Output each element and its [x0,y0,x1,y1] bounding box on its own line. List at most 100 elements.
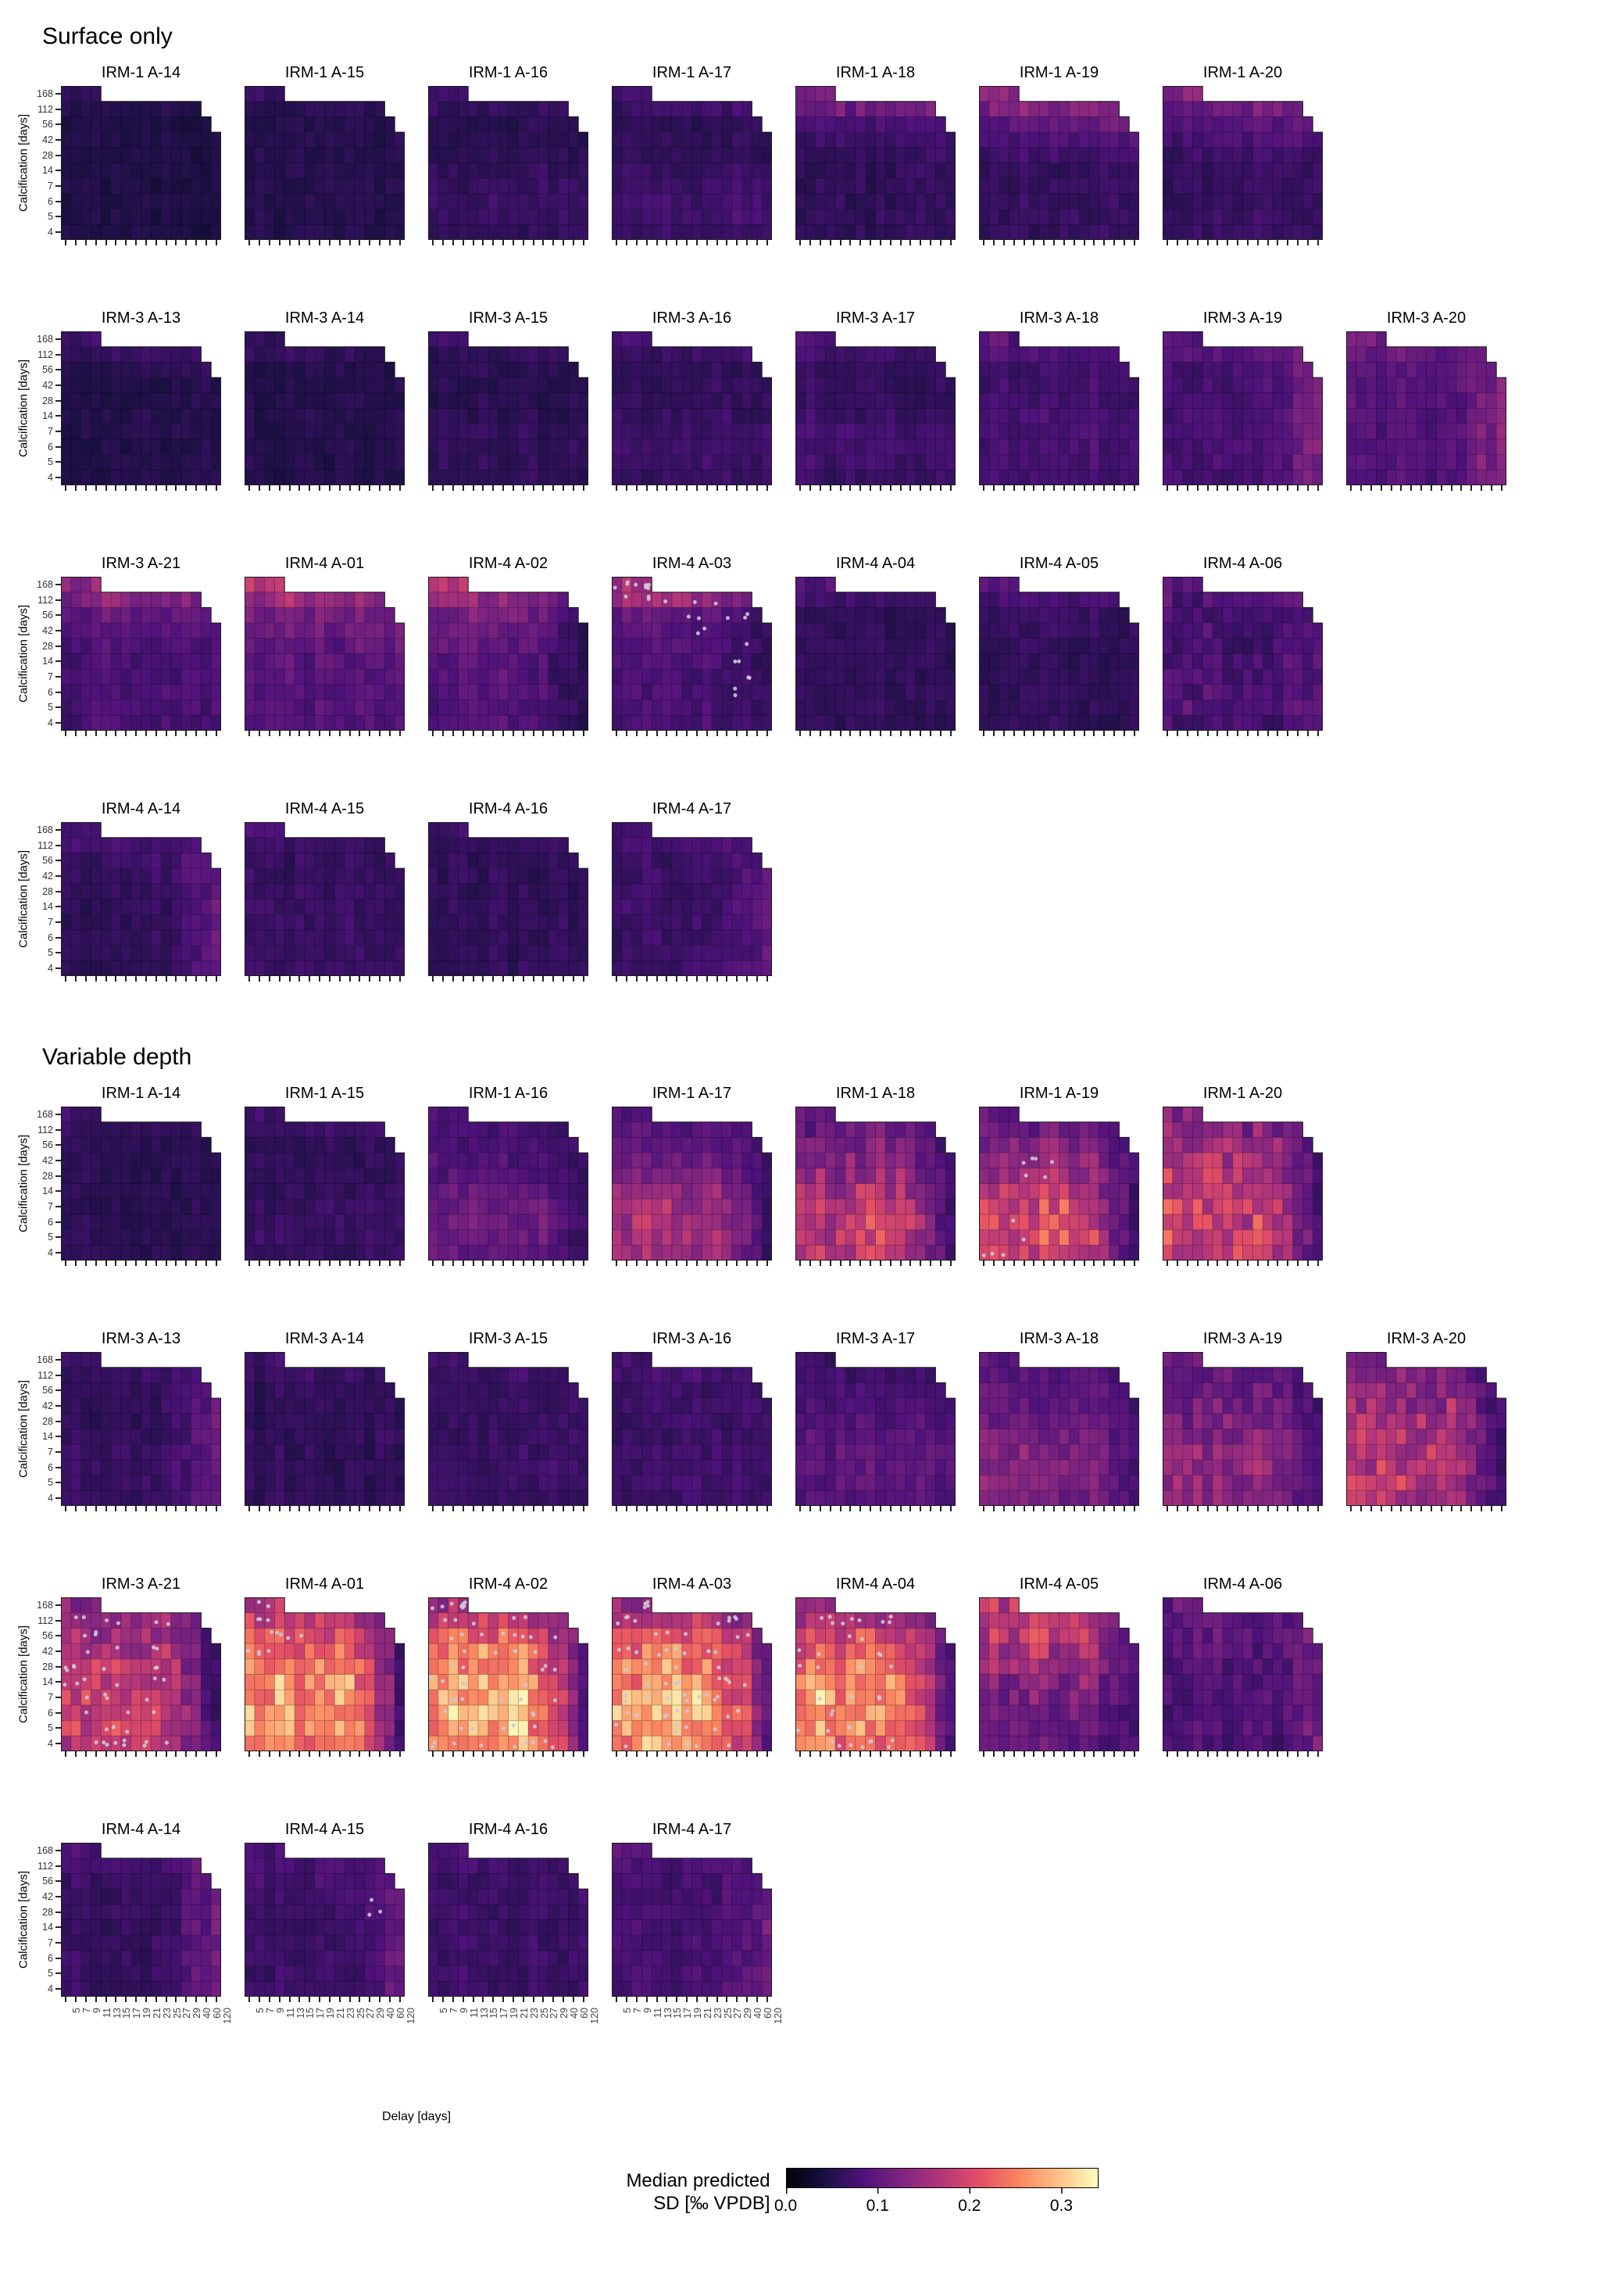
x-tick-mark [1083,1261,1085,1266]
x-tick-mark [820,485,822,491]
x-tick-mark [1073,485,1075,491]
x-tick-mark [1023,1261,1025,1266]
x-tick-mark [522,1261,524,1266]
panel-title: IRM-3 A-19 [1202,1330,1283,1347]
x-tick-mark [666,1261,668,1266]
x-tick-mark [135,976,138,982]
x-tick-mark [298,1997,301,2002]
heatmap-panel: IRM-3 A-20 [1346,308,1506,492]
x-tick-mark [1256,240,1259,245]
x-axis-tick-labels: 5 7 9 11 13 15 17 19 21 23 25 27 29 40 60 120 [612,2004,783,2049]
x-tick-mark [432,485,434,491]
x-tick-mark [636,1506,638,1511]
x-tick-mark [899,1261,902,1266]
x-tick-mark [736,976,738,982]
x-tick-mark [1317,1506,1319,1511]
x-tick-mark [185,1506,188,1511]
x-tick-label: 11 [284,2008,296,2018]
y-axis-title: Calcification [days] [16,1134,30,1233]
y-tick-mark [55,599,61,601]
x-tick-mark [799,1506,802,1511]
y-tick-label: 6 [48,1707,53,1718]
x-tick-mark [288,240,291,245]
x-axis-tick-labels: 5 7 9 11 13 15 17 19 21 23 25 27 29 40 60 120 [428,2004,599,2049]
panel-title: IRM-3 A-13 [101,309,181,327]
x-tick-mark [626,485,628,491]
heatmap-canvas [1163,331,1323,485]
x-tick-mark [432,1261,434,1266]
x-axis-ticks [61,240,221,247]
x-tick-mark [645,1261,648,1266]
x-axis-ticks [61,976,221,983]
x-tick-mark [482,240,484,245]
x-tick-mark [359,1506,361,1511]
x-axis-ticks [428,1261,588,1268]
x-tick-mark [1093,1506,1095,1511]
x-tick-mark [369,485,371,491]
x-tick-mark [215,1506,217,1511]
heatmap-panel: IRM-4 A-15 5 7 9 11 13 15 17 19 21 23 25 27 29 40 60 12… [245,1819,416,2049]
x-tick-label: 60 [762,2008,774,2019]
x-axis-ticks [245,731,405,738]
x-tick-mark [1317,1751,1319,1757]
x-tick-mark [1246,240,1249,245]
x-axis-ticks [61,1261,221,1268]
x-tick-mark [552,1506,555,1511]
x-tick-mark [1013,1751,1015,1757]
y-tick-mark [55,1175,61,1177]
panel-title: IRM-3 A-15 [468,309,548,327]
x-tick-mark [298,1506,301,1511]
x-tick-mark [695,731,698,736]
x-tick-mark [185,1997,188,2002]
x-tick-mark [1013,731,1015,736]
panel-title: IRM-1 A-17 [652,1085,732,1102]
y-axis-title: Calcification [days] [16,113,30,213]
x-tick-mark [1237,731,1239,736]
y-axis-gutter: Calcification [days] 168 112 56 42 28 14 7 6 5 4 [16,1083,61,1261]
x-tick-mark [522,240,524,245]
y-tick-mark [55,399,61,402]
x-tick-mark [572,731,574,736]
x-tick-mark [95,1751,97,1757]
y-tick-mark [55,1972,61,1975]
x-tick-mark [1306,1751,1309,1757]
x-tick-mark [1113,1506,1115,1511]
x-axis-ticks [612,1997,772,2004]
x-tick-mark [1053,240,1056,245]
x-tick-mark [328,1261,331,1266]
x-tick-mark [676,731,678,736]
x-tick-mark [195,485,197,491]
x-tick-label: 23 [161,2008,173,2019]
heatmap-canvas [795,1352,956,1506]
x-tick-mark [809,240,812,245]
panel-title: IRM-1 A-14 [101,64,181,81]
heatmap-panel: IRM-4 A-05 [979,1574,1139,1758]
x-tick-mark [1113,731,1115,736]
x-tick-mark [135,731,138,736]
x-tick-mark [686,1751,688,1757]
x-tick-mark [1287,1506,1289,1511]
x-tick-mark [1177,1506,1179,1511]
x-tick-mark [522,1506,524,1511]
x-tick-mark [1306,1506,1309,1511]
x-tick-mark [645,1506,648,1511]
x-tick-mark [319,976,321,982]
x-tick-mark [1287,240,1289,245]
y-tick-mark [55,1159,61,1161]
x-tick-mark [676,976,678,982]
x-tick-mark [155,1751,157,1757]
y-tick-mark [55,108,61,110]
x-tick-mark [85,976,88,982]
heatmap-canvas [245,86,405,240]
colorbar: 0.0 0.1 0.2 0.3 [774,2168,1099,2216]
y-tick-label: 168 [37,1354,53,1365]
x-tick-mark [716,485,718,491]
x-tick-mark [879,485,881,491]
panel-title: IRM-4 A-01 [284,1575,365,1593]
x-tick-mark [745,240,748,245]
y-tick-mark [55,860,61,862]
heatmap-canvas [795,577,956,731]
x-tick-mark [1023,1506,1025,1511]
panel-title: IRM-4 A-17 [652,1821,732,1838]
figure-section: Variable depth Calcification [days] 168 112… [16,1044,1599,2049]
